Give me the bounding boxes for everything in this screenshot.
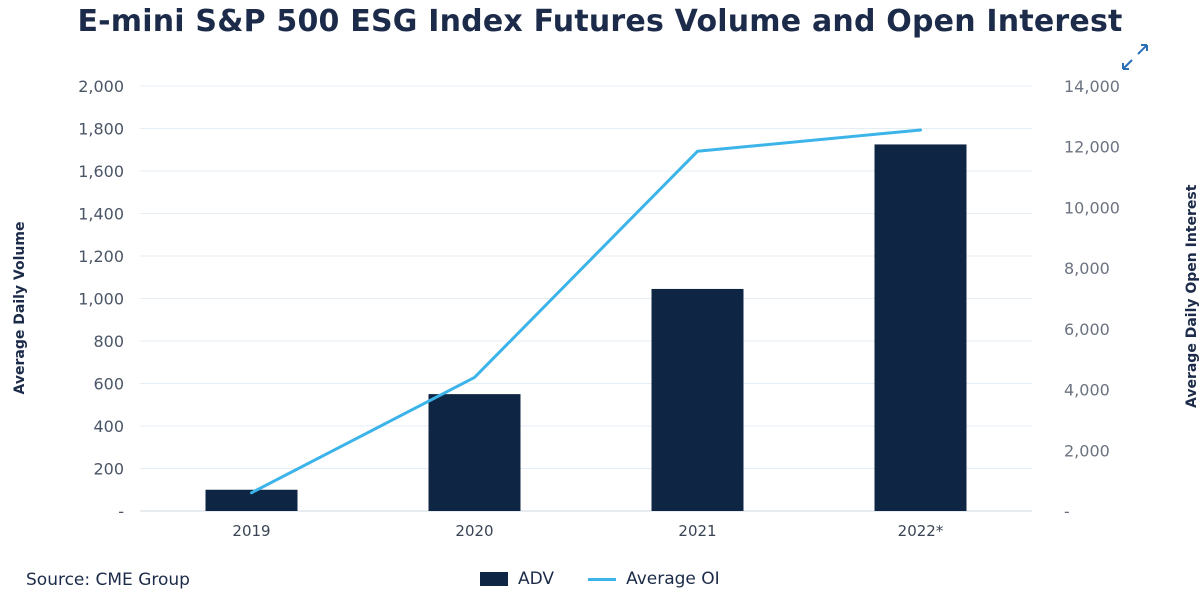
right-tick-label: 6,000 bbox=[1064, 320, 1110, 339]
legend-oi-label: Average OI bbox=[626, 569, 720, 589]
legend-adv-label: ADV bbox=[518, 569, 555, 589]
expand-icon[interactable] bbox=[1118, 40, 1152, 74]
x-tick-label: 2022* bbox=[898, 522, 944, 540]
adv-bar bbox=[428, 394, 521, 511]
adv-bar bbox=[874, 144, 967, 511]
right-tick-label: 14,000 bbox=[1064, 77, 1120, 96]
left-tick-label: 1,200 bbox=[78, 247, 124, 266]
right-tick-label: 12,000 bbox=[1064, 138, 1120, 157]
average-oi-line bbox=[250, 128, 922, 495]
legend-oi-swatch bbox=[588, 577, 617, 581]
left-tick-label: 400 bbox=[93, 417, 124, 436]
left-tick-label: 1,800 bbox=[78, 120, 124, 139]
adv-bar bbox=[205, 489, 298, 511]
right-tick-label: - bbox=[1064, 502, 1070, 521]
x-tick-label: 2019 bbox=[232, 522, 270, 540]
right-tick-label: 10,000 bbox=[1064, 198, 1120, 217]
right-tick-label: 8,000 bbox=[1064, 259, 1110, 278]
left-tick-label: - bbox=[118, 502, 124, 521]
left-tick-label: 1,400 bbox=[78, 205, 124, 224]
left-tick-label: 800 bbox=[93, 332, 124, 351]
legend: ADV Average OI bbox=[480, 569, 720, 589]
right-tick-label: 4,000 bbox=[1064, 381, 1110, 400]
right-tick-label: 2,000 bbox=[1064, 441, 1110, 460]
left-tick-label: 200 bbox=[93, 460, 124, 479]
left-axis-label: Average Daily Volume bbox=[12, 221, 28, 395]
right-axis-label: Average Daily Open Interest bbox=[1184, 184, 1200, 408]
x-tick-label: 2021 bbox=[678, 522, 716, 540]
left-tick-label: 2,000 bbox=[78, 77, 124, 96]
x-tick-label: 2020 bbox=[455, 522, 493, 540]
adv-bar bbox=[651, 288, 744, 511]
chart-title: E-mini S&P 500 ESG Index Futures Volume … bbox=[77, 4, 1123, 39]
left-tick-label: 1,600 bbox=[78, 162, 124, 181]
left-tick-label: 600 bbox=[93, 375, 124, 394]
legend-adv-swatch bbox=[480, 572, 508, 586]
source-note: Source: CME Group bbox=[26, 570, 190, 590]
left-tick-label: 1,000 bbox=[78, 290, 124, 309]
